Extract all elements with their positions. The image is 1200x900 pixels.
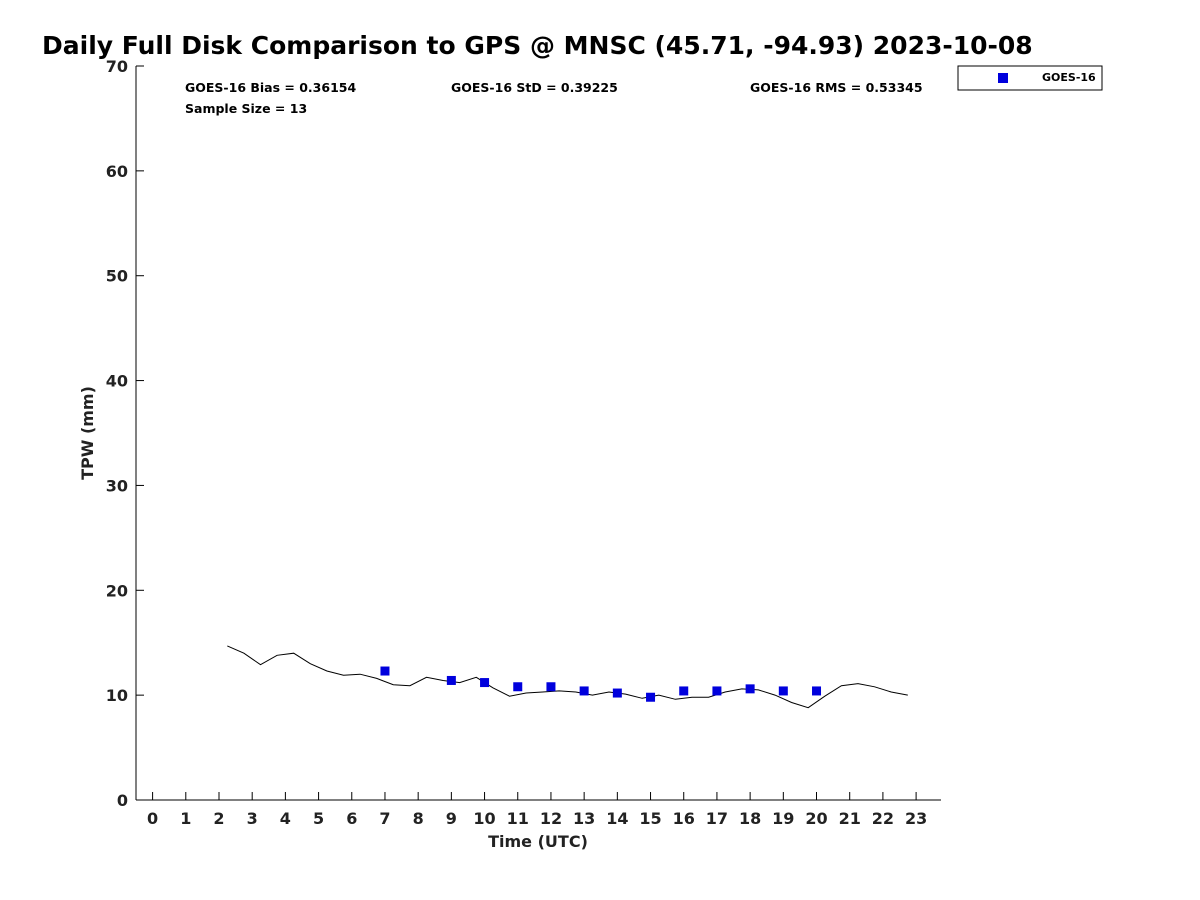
legend: GOES-16 [957, 65, 1103, 91]
rms-stat: GOES-16 RMS = 0.53345 [750, 80, 923, 95]
plot-area: 0 1 2 3 4 5 6 7 8 9 10 11 12 13 14 15 16 17 18 19 20 21 22 23 0… [106, 57, 941, 828]
goes16-point [679, 686, 689, 696]
goes16-point [612, 688, 622, 698]
goes16-point [778, 686, 788, 696]
y-tick-label: 50 [106, 267, 128, 286]
goes16-point [646, 692, 656, 702]
goes16-point [579, 686, 589, 696]
y-tick-label: 30 [106, 476, 128, 495]
x-tick-label: 8 [413, 809, 424, 828]
y-tick-label: 60 [106, 162, 128, 181]
x-axis-label: Time (UTC) [488, 832, 588, 851]
chart-title: Daily Full Disk Comparison to GPS @ MNSC… [42, 31, 1033, 60]
y-tick-label: 10 [106, 686, 128, 705]
x-tick-label: 9 [446, 809, 457, 828]
x-axis-ticks: 0 1 2 3 4 5 6 7 8 9 10 11 12 13 14 15 16 17 18 19 20 21 22 23 [147, 792, 927, 828]
x-tick-label: 0 [147, 809, 158, 828]
bias-stat: GOES-16 Bias = 0.36154 [185, 80, 356, 95]
y-axis-ticks: 0 10 20 30 40 50 60 70 [106, 57, 144, 810]
x-tick-label: 18 [739, 809, 761, 828]
x-tick-label: 2 [213, 809, 224, 828]
goes16-point [546, 682, 556, 692]
x-tick-label: 23 [905, 809, 927, 828]
goes16-point [812, 686, 822, 696]
legend-box [957, 65, 1103, 91]
x-tick-label: 13 [573, 809, 595, 828]
x-tick-label: 6 [346, 809, 357, 828]
x-tick-label: 19 [772, 809, 794, 828]
sample-size-stat: Sample Size = 13 [185, 101, 307, 116]
x-tick-label: 14 [606, 809, 628, 828]
x-tick-label: 11 [507, 809, 529, 828]
x-tick-label: 5 [313, 809, 324, 828]
goes16-point [380, 666, 390, 676]
x-tick-label: 3 [247, 809, 258, 828]
y-tick-label: 70 [106, 57, 128, 76]
goes16-point [513, 682, 523, 692]
x-tick-label: 16 [673, 809, 695, 828]
gps-line [227, 645, 908, 709]
x-tick-label: 15 [639, 809, 661, 828]
x-tick-label: 1 [180, 809, 191, 828]
x-tick-label: 12 [540, 809, 562, 828]
x-tick-label: 7 [379, 809, 390, 828]
y-tick-label: 40 [106, 372, 128, 391]
x-tick-label: 22 [872, 809, 894, 828]
legend-label-goes16: GOES-16 [1042, 71, 1096, 84]
gps-series [227, 645, 908, 709]
goes16-point [446, 675, 456, 685]
x-tick-label: 20 [805, 809, 827, 828]
y-axis-label: TPW (mm) [78, 386, 97, 480]
x-tick-label: 21 [839, 809, 861, 828]
std-stat: GOES-16 StD = 0.39225 [451, 80, 618, 95]
y-tick-label: 0 [117, 791, 128, 810]
goes16-point [480, 678, 490, 688]
goes16-series [380, 666, 822, 702]
goes16-point [745, 684, 755, 694]
legend-marker-goes16 [998, 73, 1008, 83]
y-tick-label: 20 [106, 581, 128, 600]
x-tick-label: 17 [706, 809, 728, 828]
goes16-point [712, 686, 722, 696]
x-tick-label: 10 [473, 809, 495, 828]
x-tick-label: 4 [280, 809, 291, 828]
